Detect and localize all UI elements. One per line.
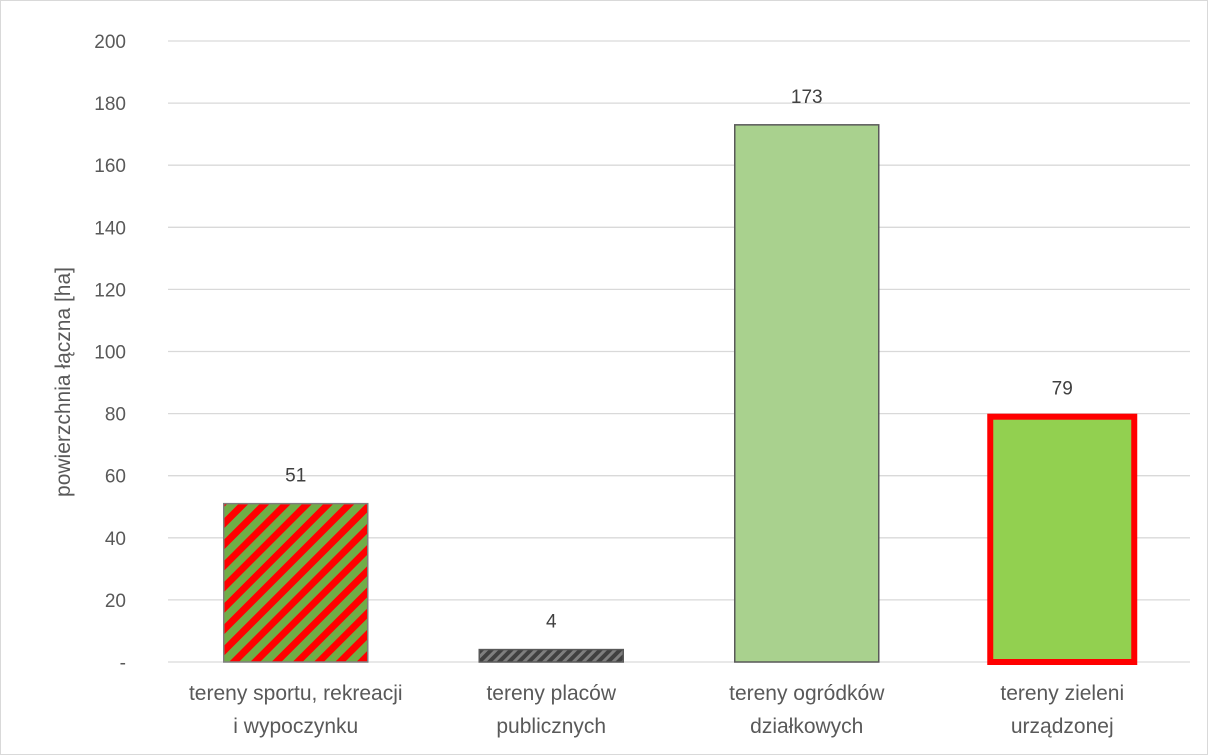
x-tick-label: i wypoczynku: [233, 715, 358, 738]
y-tick-label: 200: [94, 32, 126, 53]
y-tick-label: 120: [94, 280, 126, 301]
y-tick-label: 180: [94, 94, 126, 115]
data-label: 79: [1052, 379, 1073, 400]
y-axis-tick-labels: - 20 40 60 80 100 120 140 160 180 200: [94, 32, 126, 674]
y-tick-label: 40: [105, 529, 126, 550]
y-tick-label: 100: [94, 343, 126, 364]
x-tick-label: publicznych: [496, 715, 606, 738]
bar: [734, 124, 880, 663]
y-tick-label: 140: [94, 218, 126, 239]
x-tick-label: tereny placów: [486, 682, 616, 705]
bar: [223, 502, 369, 663]
x-tick-label: tereny zieleni: [1000, 682, 1124, 705]
y-tick-label: 20: [105, 591, 126, 612]
data-label: 173: [791, 87, 823, 108]
y-tick-label: 80: [105, 405, 126, 426]
data-label: 4: [546, 612, 557, 633]
bar: [987, 413, 1138, 665]
x-tick-label: tereny sportu, rekreacji: [189, 682, 403, 705]
y-tick-label: 60: [105, 467, 126, 488]
y-tick-label: -: [120, 653, 126, 674]
y-axis-title: powierzchnia łączna [ha]: [52, 267, 75, 497]
bar: [478, 648, 624, 663]
x-tick-label: urządzonej: [1011, 715, 1114, 738]
y-tick-label: 160: [94, 156, 126, 177]
data-label: 51: [285, 466, 306, 487]
x-tick-label: tereny ogródków: [729, 682, 885, 705]
x-tick-label: działkowych: [750, 715, 863, 738]
x-axis-category-labels: tereny sportu, rekreacji i wypoczynku tere…: [189, 682, 1124, 738]
bars: [223, 124, 1138, 665]
data-labels: 51 4 173 79: [285, 87, 1073, 633]
